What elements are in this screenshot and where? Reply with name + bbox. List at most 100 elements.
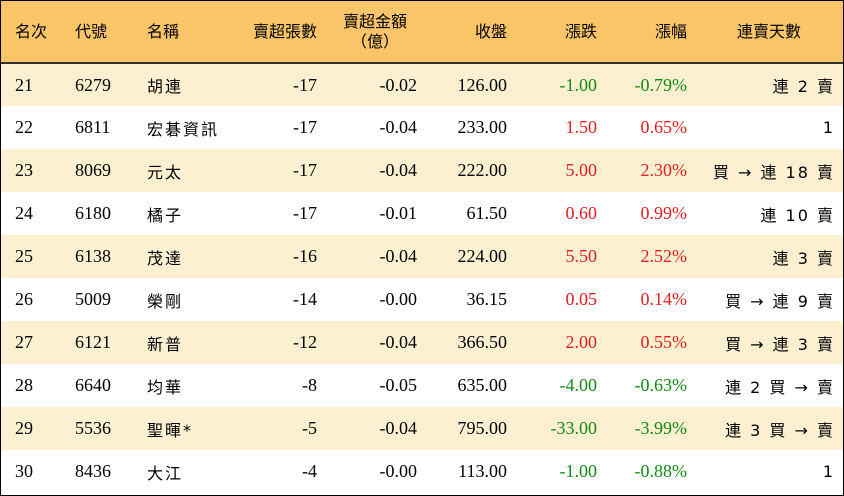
sell-lots-cell: -17 (293, 117, 317, 137)
sell-amount-cell: -0.00 (379, 461, 418, 481)
name-cell: 茂達 (147, 248, 184, 268)
change-cell: -4.00 (559, 375, 598, 395)
header-sell-amount: 賣超金額 （億） (325, 1, 425, 63)
sell-amount-cell: -0.04 (379, 160, 418, 180)
close-cell: 126.00 (457, 74, 508, 95)
code-cell: 6138 (75, 246, 111, 266)
sell-lots-cell: -17 (293, 74, 317, 95)
change-pct-cell: 2.30% (640, 160, 688, 180)
change-pct-cell: -0.88% (634, 461, 688, 481)
code-cell: 8069 (75, 160, 111, 180)
sell-lots-cell: -17 (293, 160, 317, 180)
change-pct-cell: 0.65% (640, 117, 688, 137)
table-row: 27 6121 新普 -12 -0.04 366.50 2.00 0.55% 買 → 連 3 賣 (1, 321, 843, 364)
sell-lots-cell: -17 (293, 203, 317, 223)
code-cell: 6640 (75, 375, 111, 395)
change-pct-cell: -0.79% (634, 74, 688, 95)
sell-amount-cell: -0.01 (379, 203, 418, 223)
code-cell: 6180 (75, 203, 111, 223)
rank-cell: 24 (15, 203, 33, 223)
streak-cell: 買 → 連 9 賣 (725, 291, 835, 311)
sell-amount-cell: -0.04 (379, 117, 418, 137)
sell-lots-cell: -16 (293, 246, 317, 266)
close-cell: 36.15 (466, 289, 508, 309)
header-close: 收盤 (474, 21, 507, 41)
streak-cell: 1 (822, 462, 835, 481)
header-sell-lots: 賣超張數 (252, 21, 317, 41)
change-cell: 0.60 (565, 203, 598, 223)
name-cell: 胡連 (147, 77, 184, 96)
rank-cell: 28 (15, 375, 33, 395)
name-cell: 橘子 (147, 205, 184, 225)
change-cell: 2.00 (565, 332, 598, 352)
table-row: 21 6279 胡連 -17 -0.02 126.00 -1.00 -0.79% 連 2 賣 (1, 63, 843, 106)
name-cell: 大江 (147, 463, 184, 483)
change-cell: 5.00 (565, 160, 598, 180)
sell-lots-cell: -8 (302, 375, 317, 395)
change-pct-cell: 2.52% (640, 246, 688, 266)
sell-amount-cell: -0.04 (379, 246, 418, 266)
change-pct-cell: 0.55% (640, 332, 688, 352)
header-change: 漲跌 (564, 21, 597, 41)
streak-cell: 連 3 賣 (772, 248, 835, 268)
streak-cell: 連 2 買 → 賣 (725, 377, 835, 397)
header-row: 名次 代號 名稱 賣超張數 賣超金額 （億） 收盤 漲跌 漲幅 連賣天數 (1, 1, 843, 63)
change-pct-cell: 0.99% (640, 203, 688, 223)
table-row: 23 8069 元太 -17 -0.04 222.00 5.00 2.30% 買 → 連 18 … (1, 149, 843, 192)
table-row: 30 8436 大江 -4 -0.00 113.00 -1.00 -0.88% 1 (1, 450, 843, 493)
rank-cell: 23 (15, 160, 33, 180)
code-cell: 5536 (75, 418, 111, 438)
sell-lots-cell: -12 (293, 332, 317, 352)
rank-cell: 26 (15, 289, 33, 309)
streak-cell: 連 3 買 → 賣 (725, 420, 835, 440)
table-row: 26 5009 榮剛 -14 -0.00 36.15 0.05 0.14% 買 → 連 9 賣 (1, 278, 843, 321)
streak-cell: 連 2 賣 (772, 77, 835, 96)
rank-cell: 30 (15, 461, 33, 481)
change-cell: 0.05 (565, 289, 598, 309)
streak-cell: 買 → 連 18 賣 (712, 162, 835, 182)
rank-cell: 22 (15, 117, 33, 137)
name-cell: 元太 (147, 162, 184, 182)
name-cell: 新普 (147, 334, 184, 354)
table-row: 29 5536 聖暉* -5 -0.04 795.00 -33.00 -3.99% 連 3 買 … (1, 407, 843, 450)
rank-cell: 21 (15, 74, 33, 95)
close-cell: 224.00 (457, 246, 508, 266)
close-cell: 635.00 (457, 375, 508, 395)
table-header: 名次 代號 名稱 賣超張數 賣超金額 （億） 收盤 漲跌 漲幅 連賣天數 (1, 1, 843, 63)
streak-cell: 買 → 連 3 賣 (725, 334, 835, 354)
streak-cell: 1 (822, 118, 835, 137)
header-streak: 連賣天數 (736, 21, 801, 41)
sell-lots-cell: -14 (293, 289, 317, 309)
change-pct-cell: 0.14% (640, 289, 688, 309)
close-cell: 233.00 (457, 117, 508, 137)
code-cell: 6811 (75, 117, 111, 137)
header-sell-amount-line2: （億） (350, 31, 399, 51)
close-cell: 366.50 (457, 332, 508, 352)
table-body: 21 6279 胡連 -17 -0.02 126.00 -1.00 -0.79% 連 2 賣 22… (1, 63, 843, 493)
table-row: 22 6811 宏碁資訊 -17 -0.04 233.00 1.50 0.65% 1 (1, 106, 843, 149)
header-rank: 名次 (15, 21, 48, 41)
code-cell: 6121 (75, 332, 111, 352)
close-cell: 61.50 (466, 203, 508, 223)
sell-amount-cell: -0.02 (379, 74, 418, 95)
sell-amount-cell: -0.00 (379, 289, 418, 309)
header-name: 名稱 (147, 21, 180, 41)
code-cell: 8436 (75, 461, 111, 481)
rank-cell: 25 (15, 246, 33, 266)
change-cell: 1.50 (565, 117, 598, 137)
header-code: 代號 (75, 21, 108, 41)
rank-cell: 27 (15, 332, 33, 352)
name-cell: 聖暉* (147, 420, 194, 440)
sell-lots-cell: -4 (302, 461, 317, 481)
name-cell: 宏碁資訊 (147, 119, 220, 139)
name-cell: 榮剛 (147, 291, 184, 311)
table-row: 25 6138 茂達 -16 -0.04 224.00 5.50 2.52% 連 3 賣 (1, 235, 843, 278)
close-cell: 795.00 (457, 418, 508, 438)
change-cell: -33.00 (550, 418, 598, 438)
change-cell: -1.00 (559, 74, 598, 95)
sell-amount-cell: -0.04 (379, 418, 418, 438)
header-sell-amount-line1: 賣超金額 (342, 11, 407, 31)
sell-amount-cell: -0.04 (379, 332, 418, 352)
change-pct-cell: -3.99% (634, 418, 688, 438)
